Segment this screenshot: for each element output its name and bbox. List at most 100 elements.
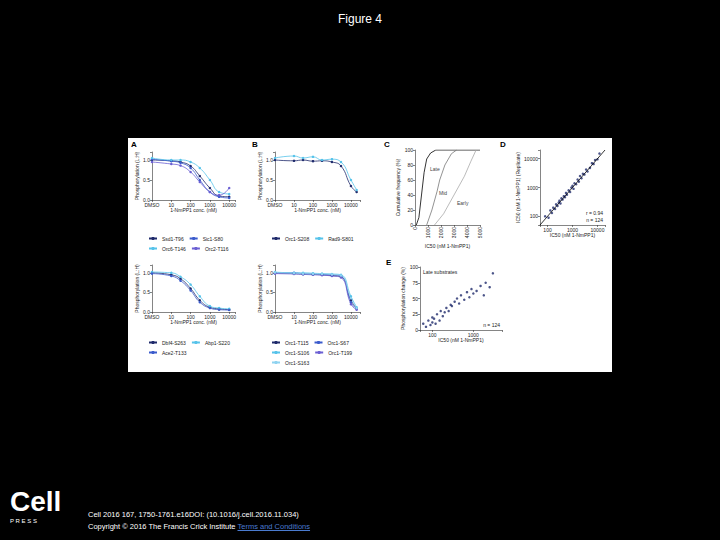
svg-text:DMSO: DMSO — [268, 314, 283, 320]
svg-text:1-NmPP1 conc. (nM): 1-NmPP1 conc. (nM) — [170, 207, 217, 213]
svg-text:IC50 (nM 1-NmPP1): IC50 (nM 1-NmPP1) — [438, 337, 484, 343]
svg-text:100: 100 — [186, 314, 195, 320]
svg-text:100: 100 — [309, 202, 318, 208]
svg-text:20: 20 — [407, 207, 413, 213]
svg-text:n = 124: n = 124 — [483, 322, 500, 328]
svg-text:75: 75 — [412, 280, 418, 286]
svg-text:3000: 3000 — [451, 227, 457, 238]
svg-text:100: 100 — [428, 332, 437, 338]
svg-text:0: 0 — [415, 327, 418, 333]
html-text:Copyright © 2016 The Francis C: Copyright © 2016 The Francis Crick Insti… — [88, 522, 310, 531]
svg-text:A: A — [131, 140, 137, 149]
svg-text:1000: 1000 — [468, 332, 479, 338]
svg-text:100: 100 — [186, 202, 195, 208]
svg-text:1000: 1000 — [204, 314, 215, 320]
svg-text:25: 25 — [412, 311, 418, 317]
svg-text:IC50 (nM 1-NmPP1) (Replicate): IC50 (nM 1-NmPP1) (Replicate) — [515, 152, 521, 223]
svg-text:10000: 10000 — [222, 202, 236, 208]
svg-text:Ssd1-T96: Ssd1-T96 — [162, 236, 184, 242]
svg-text:C: C — [384, 140, 390, 149]
svg-text:Cumulative frequency (%): Cumulative frequency (%) — [395, 158, 401, 216]
svg-text:n = 124: n = 124 — [586, 217, 603, 223]
svg-text:2000: 2000 — [438, 227, 444, 238]
svg-text:Dbf4-S263: Dbf4-S263 — [162, 340, 186, 346]
svg-text:100: 100 — [309, 314, 318, 320]
svg-text:Sic1-S80: Sic1-S80 — [203, 236, 224, 242]
svg-text:10: 10 — [169, 202, 175, 208]
svg-text:Rad9-S801: Rad9-S801 — [328, 236, 354, 242]
svg-text:0.0: 0.0 — [266, 197, 273, 203]
svg-text:0.0: 0.0 — [143, 309, 150, 315]
svg-text:Orc1-T115: Orc1-T115 — [285, 340, 309, 346]
svg-text:1000: 1000 — [326, 202, 337, 208]
svg-text:80: 80 — [407, 162, 413, 168]
svg-text:D: D — [500, 140, 506, 149]
svg-text:Orc2-T116: Orc2-T116 — [205, 246, 229, 252]
svg-text:Late substrates: Late substrates — [423, 269, 458, 275]
svg-text:DMSO: DMSO — [145, 314, 160, 320]
svg-text:1000: 1000 — [204, 202, 215, 208]
svg-text:1-NmPP1 conc. (nM): 1-NmPP1 conc. (nM) — [170, 319, 217, 325]
svg-text:0.5: 0.5 — [266, 177, 273, 183]
svg-text:0.5: 0.5 — [266, 289, 273, 295]
svg-text:1.0: 1.0 — [266, 157, 273, 163]
svg-text:Phosphorylation (L:H): Phosphorylation (L:H) — [134, 264, 140, 313]
svg-text:Late: Late — [430, 166, 440, 172]
svg-text:1.0: 1.0 — [266, 270, 273, 276]
svg-text:Phosphorylation (L:H): Phosphorylation (L:H) — [257, 151, 263, 200]
svg-text:10000: 10000 — [344, 314, 358, 320]
svg-text:Orc1-S67: Orc1-S67 — [328, 340, 350, 346]
svg-text:Phosphorylation (L:H): Phosphorylation (L:H) — [134, 151, 140, 200]
svg-text:B: B — [252, 140, 258, 149]
svg-text:100: 100 — [405, 147, 414, 153]
svg-text:0.0: 0.0 — [266, 309, 273, 315]
svg-text:Phosphorylation change (%): Phosphorylation change (%) — [400, 267, 406, 330]
svg-text:10000: 10000 — [591, 227, 605, 233]
svg-text:1.0: 1.0 — [143, 157, 150, 163]
svg-text:100: 100 — [543, 227, 552, 233]
svg-text:1-NmPP1 conc. (nM): 1-NmPP1 conc. (nM) — [294, 207, 341, 213]
svg-text:Ace2-T133: Ace2-T133 — [162, 350, 187, 356]
svg-text:Orc1-T199: Orc1-T199 — [328, 350, 352, 356]
svg-text:1-NmPP1 conc. (nM): 1-NmPP1 conc. (nM) — [294, 319, 341, 325]
svg-text:Early: Early — [457, 200, 469, 206]
svg-text:Mid: Mid — [439, 190, 447, 196]
svg-text:10: 10 — [169, 314, 175, 320]
svg-text:10000: 10000 — [222, 314, 236, 320]
svg-text:1000: 1000 — [527, 185, 538, 191]
svg-text:E: E — [386, 258, 392, 267]
svg-text:100: 100 — [410, 264, 419, 270]
svg-text:Orc1-S106: Orc1-S106 — [285, 350, 309, 356]
svg-text:40: 40 — [407, 192, 413, 198]
html-text:Cell: Cell — [10, 486, 62, 517]
svg-text:Orc1-S208: Orc1-S208 — [285, 236, 309, 242]
svg-text:Phosphorylation (L:H): Phosphorylation (L:H) — [257, 264, 263, 313]
svg-text:DMSO: DMSO — [268, 202, 283, 208]
svg-text:IC50 (nM 1-NmPP1): IC50 (nM 1-NmPP1) — [425, 243, 471, 249]
svg-text:4000: 4000 — [464, 227, 470, 238]
svg-text:1000: 1000 — [425, 227, 431, 238]
svg-text:1000: 1000 — [567, 227, 578, 233]
svg-text:Orc6-T146: Orc6-T146 — [162, 246, 186, 252]
svg-text:r = 0.94: r = 0.94 — [586, 210, 603, 216]
html-text:Figure 4: Figure 4 — [338, 12, 382, 26]
svg-text:10: 10 — [291, 202, 297, 208]
html-text:Cell 2016 167, 1750-1761.e16DO: Cell 2016 167, 1750-1761.e16DOI: (10.101… — [88, 510, 299, 519]
svg-text:IC50 (nM 1-NmPP1): IC50 (nM 1-NmPP1) — [550, 232, 596, 238]
svg-text:60: 60 — [407, 177, 413, 183]
svg-text:50: 50 — [412, 296, 418, 302]
svg-text:0.0: 0.0 — [143, 197, 150, 203]
svg-text:Abp1-S220: Abp1-S220 — [205, 340, 230, 346]
svg-text:5000: 5000 — [477, 227, 483, 238]
svg-text:100: 100 — [530, 213, 539, 219]
svg-text:1.0: 1.0 — [143, 270, 150, 276]
svg-text:0.5: 0.5 — [143, 177, 150, 183]
svg-text:10: 10 — [291, 314, 297, 320]
svg-text:0: 0 — [412, 227, 418, 230]
svg-text:10000: 10000 — [524, 156, 538, 162]
svg-text:10000: 10000 — [344, 202, 358, 208]
svg-text:1000: 1000 — [326, 314, 337, 320]
svg-text:0.5: 0.5 — [143, 289, 150, 295]
svg-text:Orc1-S163: Orc1-S163 — [285, 360, 309, 366]
svg-text:DMSO: DMSO — [145, 202, 160, 208]
